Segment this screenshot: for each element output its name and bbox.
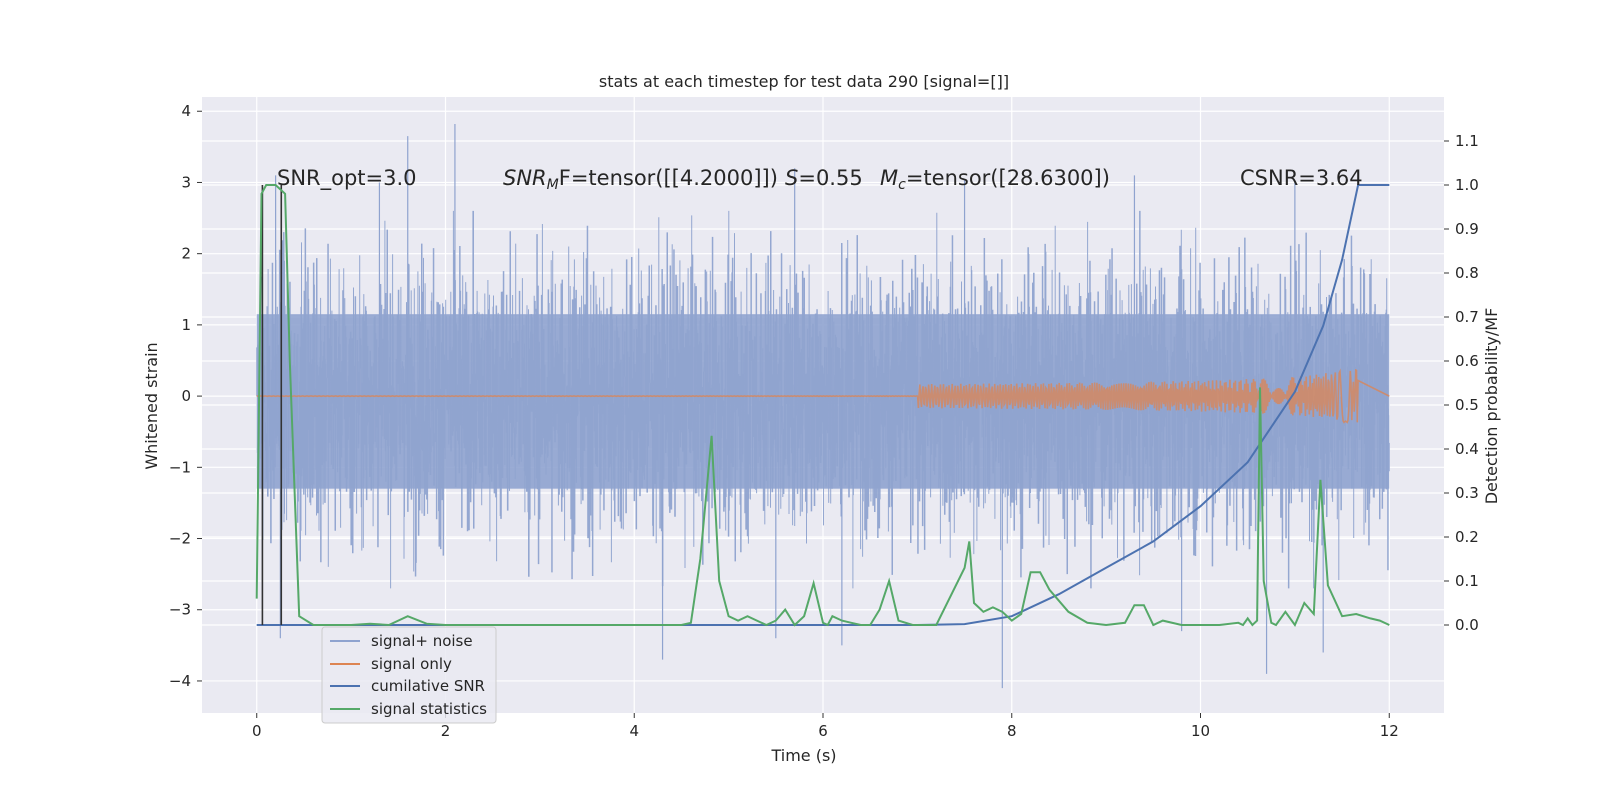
snr-mf-subscript: M — [547, 177, 559, 193]
y-right-tick-label: 0.6 — [1455, 352, 1479, 370]
x-tick-label: 0 — [252, 722, 262, 740]
y-right-tick-label: 1.1 — [1455, 132, 1479, 150]
right-axis-ticks: 0.0 0.1 0.2 0.3 0.4 0.5 0.6 0.7 0.8 0.9 1.0 1.1 — [1444, 132, 1479, 634]
annotation-csnr: CSNR=3.64 — [1240, 166, 1363, 190]
legend-label-signal: signal only — [371, 655, 452, 673]
y-right-tick-label: 0.2 — [1455, 528, 1479, 546]
s-value: =0.55 — [798, 166, 862, 190]
mc-value: =tensor([28.6300]) — [906, 166, 1110, 190]
s-label: S — [785, 166, 798, 190]
mc-label: M — [880, 166, 898, 190]
signal-only-trace — [256, 368, 1390, 424]
y-tick-label: −4 — [169, 672, 191, 690]
legend-label-statistics: signal statistics — [371, 700, 487, 718]
y-tick-label: 0 — [181, 387, 191, 405]
x-tick-label: 8 — [1007, 722, 1017, 740]
plot-area — [202, 97, 1444, 713]
legend: signal+ noise signal only cumilative SNR… — [321, 626, 497, 724]
y-right-tick-label: 0.7 — [1455, 308, 1479, 326]
y-tick-label: 4 — [181, 102, 191, 120]
snr-mf-label: SNR — [503, 166, 547, 190]
mc-subscript: c — [898, 177, 906, 193]
y-tick-label: 1 — [181, 316, 191, 334]
y-tick-label: 3 — [181, 173, 191, 191]
y-tick-label: 2 — [181, 245, 191, 263]
cumulative-snr-trace — [256, 184, 1390, 626]
annotation-s-value: S=0.55 — [785, 166, 863, 190]
legend-box — [321, 626, 497, 724]
left-axis-ticks: −4 −3 −2 −1 0 1 2 3 4 — [169, 102, 202, 690]
x-tick-label: 4 — [629, 722, 639, 740]
x-tick-label: 6 — [818, 722, 828, 740]
y-axis-label-right: Detection probability/MF — [1482, 308, 1501, 505]
x-axis-ticks: 0 2 4 6 8 10 12 — [252, 713, 1399, 740]
y-right-tick-label: 0.5 — [1455, 396, 1479, 414]
y-right-tick-label: 0.9 — [1455, 220, 1479, 238]
signal-statistics-trace — [255, 184, 1390, 628]
x-tick-label: 10 — [1191, 722, 1210, 740]
x-axis-label: Time (s) — [770, 746, 836, 765]
legend-label-noise: signal+ noise — [371, 632, 473, 650]
annotation-snr-mf: SNRMF=tensor([[4.2000]]) — [503, 166, 778, 193]
annotation-mc: Mc=tensor([28.6300]) — [880, 166, 1110, 193]
x-tick-label: 2 — [441, 722, 451, 740]
y-right-tick-label: 0.8 — [1455, 264, 1479, 282]
annotation-snr-opt: SNR_opt=3.0 — [277, 166, 417, 191]
y-right-tick-label: 0.4 — [1455, 440, 1479, 458]
snr-mf-value: F=tensor([[4.2000]]) — [559, 166, 778, 190]
y-right-tick-label: 0.0 — [1455, 616, 1479, 634]
y-axis-label-left: Whitened strain — [142, 342, 161, 469]
y-right-tick-label: 1.0 — [1455, 176, 1479, 194]
y-tick-label: −2 — [169, 530, 191, 548]
y-right-tick-label: 0.3 — [1455, 484, 1479, 502]
y-tick-label: −3 — [169, 601, 191, 619]
y-right-tick-label: 0.1 — [1455, 572, 1479, 590]
chart-title: stats at each timestep for test data 290… — [599, 72, 1009, 91]
x-tick-label: 12 — [1380, 722, 1399, 740]
legend-label-cumulative: cumilative SNR — [371, 677, 485, 695]
y-tick-label: −1 — [169, 458, 191, 476]
